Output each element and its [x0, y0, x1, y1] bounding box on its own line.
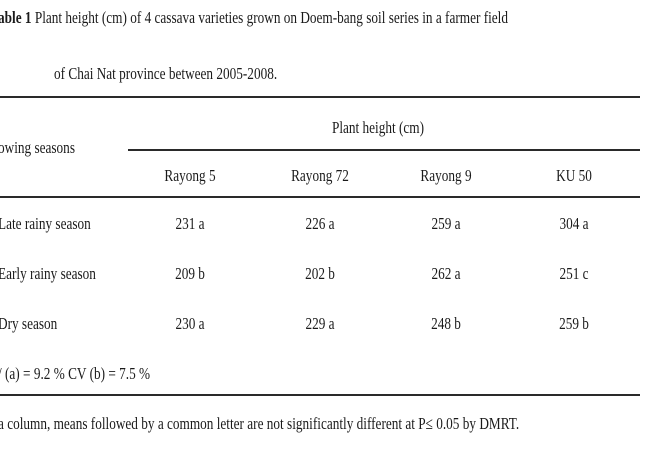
table-cell: 209 b [175, 264, 205, 283]
season-label: Early rainy season [0, 264, 96, 283]
table-cell: 304 a [559, 214, 589, 233]
table-cell: 259 b [559, 314, 589, 333]
table-cell: 202 b [305, 264, 335, 283]
season-label: Late rainy season [0, 214, 91, 233]
table-caption-label: able 1 [0, 8, 32, 27]
column-header-ku-50: KU 50 [556, 166, 592, 185]
table-cell: 230 a [175, 314, 205, 333]
table-cell: 226 a [305, 214, 335, 233]
table-bottom-rule [0, 394, 640, 396]
group-header-plant-height: Plant height (cm) [331, 118, 425, 137]
column-header-rayong-5: Rayong 5 [164, 166, 216, 185]
table-caption-line-1: able 1 Plant height (cm) of 4 cassava va… [0, 8, 508, 28]
cv-note: / (a) = 9.2 % CV (b) = 7.5 % [0, 364, 151, 383]
table-cell: 231 a [175, 214, 205, 233]
table-footnote: a column, means followed by a common let… [0, 414, 520, 433]
table-top-rule [0, 96, 640, 98]
column-header-rayong-9: Rayong 9 [420, 166, 472, 185]
column-header-rule [0, 196, 640, 198]
column-header-rayong-72: Rayong 72 [291, 166, 349, 185]
table-cell: 229 a [305, 314, 335, 333]
table-cell: 259 a [431, 214, 461, 233]
row-header-label: owing seasons [0, 138, 75, 157]
table-caption-line-2: of Chai Nat province between 2005-2008. [54, 64, 278, 83]
table-cell: 251 c [559, 264, 589, 283]
table-caption-text: Plant height (cm) of 4 cassava varieties… [31, 8, 509, 27]
table-cell: 248 b [431, 314, 461, 333]
season-label: Dry season [0, 314, 58, 333]
group-header-rule [128, 149, 640, 151]
table-cell: 262 a [431, 264, 461, 283]
